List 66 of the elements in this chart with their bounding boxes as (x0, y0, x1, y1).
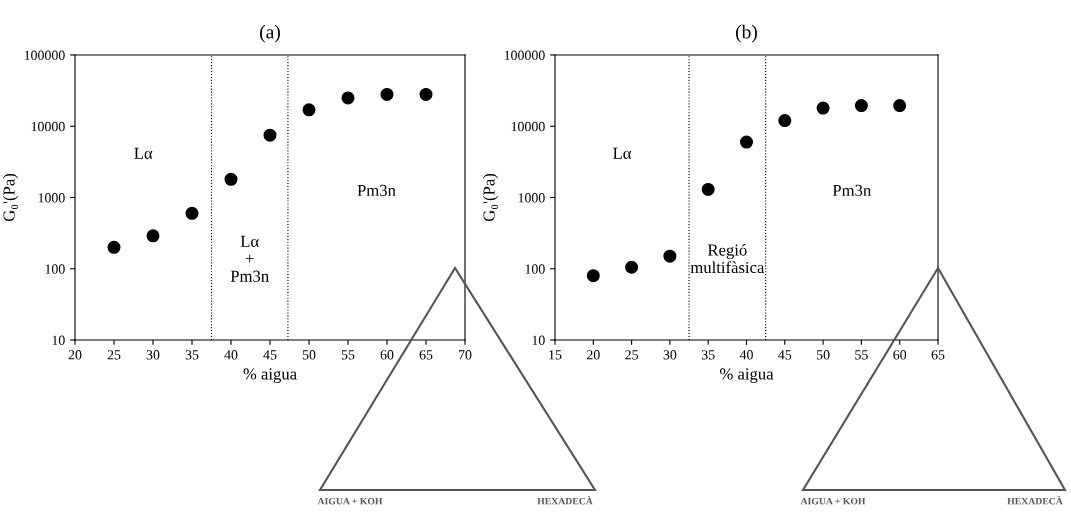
text: HEXADECÀ (1007, 496, 1063, 505)
point (816, 101, 830, 115)
point (778, 114, 792, 128)
x-tick-label: 55 (855, 350, 868, 360)
x-tick-label: 45 (263, 350, 277, 360)
x-tick-label: 20 (586, 350, 600, 360)
point (380, 87, 394, 101)
x-tick-label: 65 (419, 350, 433, 360)
y-tick-label: 10 (532, 335, 545, 345)
text: AIGUA + KOH (317, 497, 383, 505)
annotation: Pm3n (832, 184, 872, 196)
y-tick-label: 100 (45, 264, 65, 274)
x-tick-label: 65 (931, 350, 945, 360)
x-tick-label: 50 (302, 350, 316, 360)
point (701, 182, 715, 196)
point (341, 91, 355, 105)
point (146, 229, 160, 243)
x-tick-label: 40 (224, 350, 238, 360)
annotation: Lα (134, 147, 153, 159)
point (419, 87, 433, 101)
x-tick-label: 60 (380, 350, 394, 360)
x-tick-label: 20 (68, 350, 82, 360)
point (739, 135, 754, 149)
y-tick-label: 1000 (518, 193, 545, 203)
point (302, 103, 316, 117)
x-tick-label: 25 (625, 350, 638, 360)
y-tick-label: 100000 (504, 50, 545, 60)
x-tick-label: 30 (146, 350, 160, 360)
point (263, 128, 277, 142)
x-tick-label: 30 (663, 350, 677, 360)
x-tick-label: 60 (893, 350, 907, 360)
text: AIGUA + KOH (800, 497, 866, 505)
y-axis-title: G₀'(Pa) (2, 173, 19, 222)
point (625, 260, 639, 274)
x-axis-title: % aigua (720, 368, 774, 383)
annotation: Lα (613, 147, 632, 159)
x-tick-label: 35 (701, 350, 715, 360)
point (107, 240, 121, 254)
y-axis-title: G₀'(Pa) (482, 173, 499, 222)
x-tick-label: 25 (107, 350, 121, 360)
x-tick-label: 40 (739, 350, 753, 360)
point (185, 206, 199, 220)
y-tick-label: 100 (525, 264, 545, 274)
point (663, 249, 677, 263)
y-tick-label: 10000 (511, 121, 545, 132)
y-tick-label: 10000 (31, 121, 65, 132)
annotation: Lα + Pm3n (230, 235, 269, 282)
x-tick-label: 45 (778, 350, 792, 360)
x-tick-label: 50 (816, 350, 830, 360)
x-tick-label: 15 (549, 350, 562, 360)
x-tick-label: 55 (341, 350, 355, 360)
point (854, 99, 868, 113)
point (224, 172, 238, 186)
point (586, 269, 600, 283)
x-tick-label: 35 (185, 350, 199, 360)
x-axis-title: % aigua (243, 368, 297, 383)
y-tick-label: 1000 (38, 193, 65, 203)
text: HEXADECÀ (537, 496, 593, 505)
chart-title: (a) (260, 24, 280, 43)
x-tick-label: 70 (458, 350, 472, 360)
y-tick-label: 10 (52, 335, 65, 345)
annotation: Pm3n (357, 184, 396, 196)
y-tick-label: 100000 (24, 50, 65, 60)
point (893, 99, 907, 113)
chart-title: (b) (736, 24, 757, 43)
annotation: Regió multifàsica (690, 243, 765, 274)
